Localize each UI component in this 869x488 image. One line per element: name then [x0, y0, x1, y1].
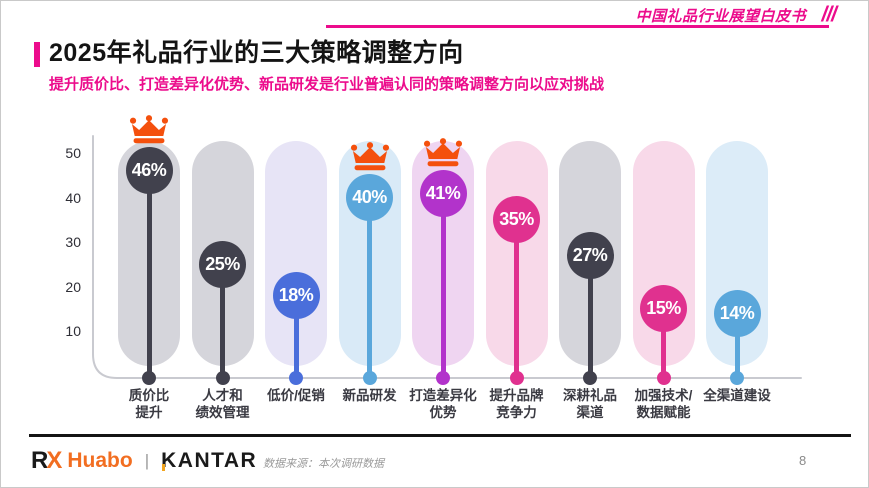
- category-label-line: 提升: [135, 405, 163, 420]
- rx-logo: RX: [31, 447, 62, 475]
- category-label: 提升品牌 竞争力: [467, 387, 567, 421]
- category-label-line: 全渠道建设: [703, 388, 771, 403]
- crown-icon: [127, 115, 171, 150]
- value-bubble: 25%: [199, 240, 246, 288]
- axis-dot: [656, 371, 671, 385]
- axis-lines: [92, 135, 802, 379]
- lollipop-stem: [661, 308, 666, 378]
- value-bubble: 35%: [493, 196, 540, 244]
- page-number: 8: [799, 453, 807, 468]
- category-label-line: 竞争力: [496, 405, 537, 420]
- y-axis-tick-label: 10: [65, 323, 81, 339]
- category-label-line: 新品研发: [342, 388, 397, 403]
- rx-logo-x: X: [46, 447, 62, 474]
- category-label: 打造差异化 优势: [393, 387, 493, 421]
- category-label-line: 数据赋能: [636, 405, 691, 420]
- category-label-line: 加强技术/: [634, 388, 693, 403]
- category-label-line: 打造差异化: [409, 388, 477, 403]
- crown-icon: [421, 137, 465, 173]
- lollipop-stem: [514, 219, 519, 378]
- kantar-k-accent: [162, 464, 166, 471]
- category-label: 深耕礼品 渠道: [540, 387, 640, 421]
- value-bubble: 14%: [713, 289, 761, 337]
- axis-dot: [509, 371, 524, 385]
- y-axis-tick-label: 50: [65, 145, 81, 161]
- triple-slash-icon: ///: [821, 3, 836, 26]
- header-rule: [326, 25, 829, 28]
- axis-dot: [362, 371, 377, 385]
- footer-logos: RX Huabo | KANTAR: [31, 447, 257, 475]
- whitepaper-label: 中国礼品行业展望白皮书: [635, 8, 806, 25]
- category-label: 低价/促销: [246, 387, 346, 404]
- axis-dot: [583, 371, 597, 385]
- lollipop-stem: [146, 170, 152, 378]
- category-label: 新品研发: [320, 387, 420, 404]
- value-bubble: 40%: [346, 174, 393, 221]
- axis-dot: [436, 371, 450, 385]
- data-source-note: 数据来源：本次调研数据: [263, 458, 384, 470]
- axis-dot: [289, 371, 303, 385]
- value-bubble: 46%: [125, 147, 173, 195]
- axis-dot: [730, 371, 744, 385]
- lollipop-stem: [440, 193, 446, 378]
- category-label-line: 提升品牌: [489, 388, 544, 403]
- title-accent-bar: [34, 42, 40, 67]
- page-title: 2025年礼品行业的三大策略调整方向: [49, 39, 464, 67]
- strategy-chart: 10 20 30 40 50 46% 质价比提升 25% 人才和绩效管理 18% 低价/促销 40% 新…: [1, 1, 868, 436]
- y-axis-tick-label: 20: [65, 278, 81, 295]
- value-bubble: 27%: [566, 231, 614, 279]
- y-axis-tick-label: 30: [65, 234, 81, 250]
- footer-rule: [29, 434, 851, 437]
- axis-dot: [215, 371, 230, 385]
- category-label: 质价比 提升: [99, 387, 199, 421]
- lollipop-stem: [367, 197, 372, 378]
- page-subtitle: 提升质价比、打造差异化优势、新品研发是行业普遍认同的策略调整方向以应对挑战: [49, 76, 605, 93]
- category-label-line: 质价比: [128, 388, 170, 403]
- value-bubble: 18%: [272, 271, 320, 319]
- category-label-line: 人才和: [202, 388, 243, 403]
- rx-logo-r: R: [31, 447, 48, 474]
- kantar-logo-text: KANTAR: [161, 449, 258, 472]
- lollipop-stem: [220, 264, 225, 378]
- logo-separator: |: [144, 451, 150, 470]
- category-label: 加强技术/数据赋能: [614, 387, 714, 421]
- kantar-logo: KANTAR: [161, 449, 257, 473]
- axis-dot: [142, 371, 156, 385]
- category-label-line: 低价/促销: [267, 388, 325, 403]
- category-label-line: 绩效管理: [195, 405, 250, 420]
- huabo-logo: Huabo: [67, 449, 133, 472]
- category-label: 人才和 绩效管理: [173, 387, 273, 421]
- y-axis-tick-label: 40: [65, 189, 81, 206]
- value-bubble: 15%: [640, 285, 687, 333]
- category-label-line: 渠道: [576, 405, 604, 420]
- lollipop-stem: [734, 313, 740, 378]
- value-bubble: 41%: [419, 169, 467, 217]
- category-label-line: 优势: [429, 405, 457, 420]
- crown-icon: [348, 142, 392, 177]
- lollipop-stem: [587, 255, 593, 378]
- category-label-line: 深耕礼品: [563, 388, 617, 403]
- lollipop-stem: [293, 295, 299, 378]
- category-label: 全渠道建设: [687, 387, 787, 404]
